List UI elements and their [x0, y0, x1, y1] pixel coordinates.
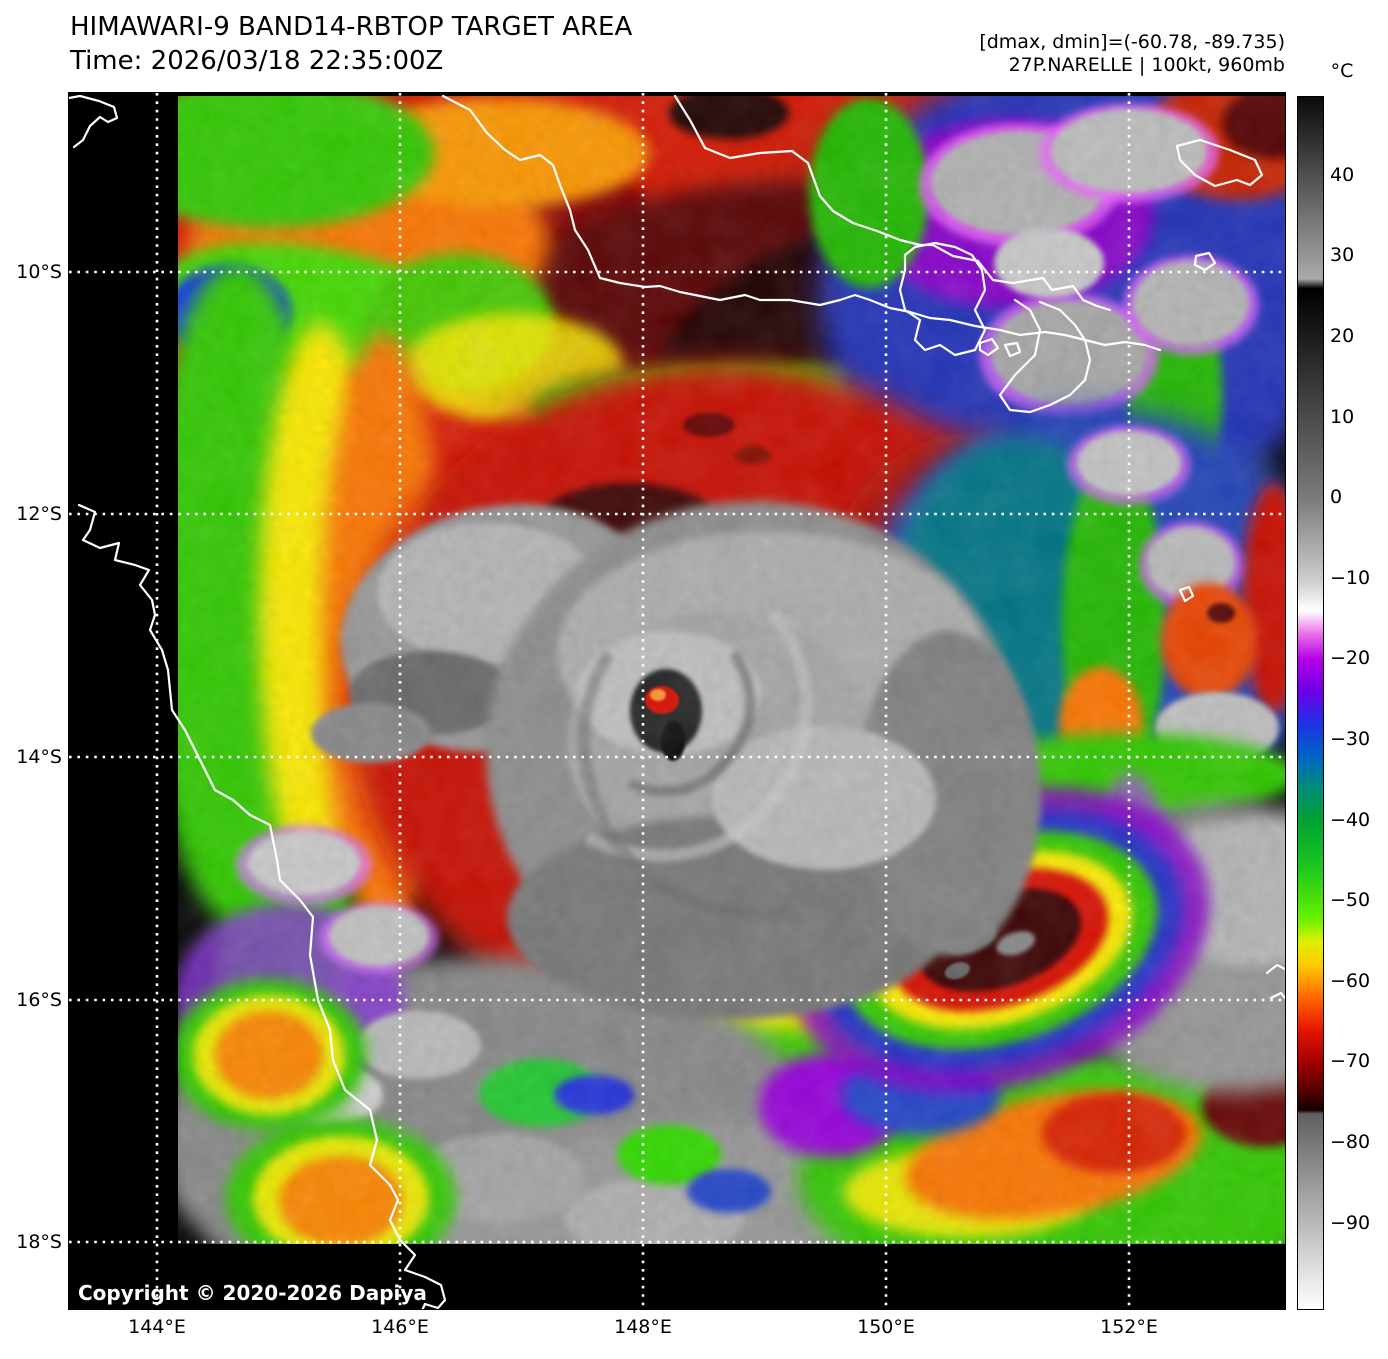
colorbar-tick-label: −20	[1330, 647, 1371, 669]
island-hook-east	[1178, 585, 1195, 603]
coastline-fly-estuary	[673, 94, 1112, 312]
colorbar-tick-label: 40	[1330, 164, 1355, 186]
lon-tick-label: 146°E	[371, 1316, 429, 1338]
lat-tick-label: 18°S	[16, 1231, 62, 1253]
figure-title: HIMAWARI-9 BAND14-RBTOP TARGET AREA Time…	[70, 10, 632, 78]
lat-tick-label: 16°S	[16, 989, 62, 1011]
storm-annotation: [dmax, dmin]=(-60.78, -89.735) 27P.NAREL…	[979, 31, 1285, 77]
lat-tick-label: 10°S	[16, 261, 62, 283]
coastline-peninsula-loop	[898, 241, 987, 357]
lat-tick-label: 14°S	[16, 746, 62, 768]
lon-tick-label: 144°E	[128, 1316, 186, 1338]
islands-archipelago	[978, 337, 1022, 358]
coastline-png-gulf	[441, 94, 1162, 352]
colorbar-tick-label: 10	[1330, 406, 1355, 428]
temperature-colorbar	[1297, 96, 1324, 1310]
lat-tick-label: 12°S	[16, 503, 62, 525]
coastline-cape-york-tip	[69, 94, 119, 149]
copyright-text: Copyright © 2020-2026 Dapiya	[78, 1281, 427, 1305]
graticule-gridlines	[69, 93, 1285, 1309]
storm-name-text: 27P.NARELLE | 100kt, 960mb	[1008, 54, 1285, 76]
satellite-map-plot: Copyright © 2020-2026 Dapiya	[68, 92, 1286, 1310]
colorbar-tick-label: −10	[1330, 567, 1371, 589]
satellite-data-region	[178, 96, 1285, 1244]
lon-tick-label: 152°E	[1100, 1316, 1158, 1338]
island-top-right	[1175, 138, 1264, 188]
lon-tick-label: 148°E	[614, 1316, 672, 1338]
island-small-ne	[1193, 251, 1217, 272]
colorbar-unit-label: °C	[1330, 60, 1354, 82]
dmax-dmin-text: [dmax, dmin]=(-60.78, -89.735)	[979, 31, 1285, 53]
coastline-bay-loop	[998, 298, 1092, 414]
colorbar-tick-label: 0	[1330, 486, 1343, 508]
colorbar-tick-label: −60	[1330, 970, 1371, 992]
satellite-image-layer	[69, 93, 1285, 1309]
colorbar-tick-label: −80	[1330, 1131, 1371, 1153]
title-line2: Time: 2026/03/18 22:35:00Z	[70, 46, 444, 76]
colorbar-tick-label: 30	[1330, 244, 1355, 266]
coastline-queensland	[77, 503, 447, 1309]
colorbar-tick-label: −50	[1330, 889, 1371, 911]
colorbar-tick-label: −90	[1330, 1212, 1371, 1234]
coast-fragment-right-edge	[1265, 963, 1285, 1000]
colorbar-tick-label: −70	[1330, 1050, 1371, 1072]
colorbar-tick-label: −40	[1330, 809, 1371, 831]
title-line1: HIMAWARI-9 BAND14-RBTOP TARGET AREA	[70, 12, 633, 42]
coastlines	[69, 94, 1285, 1309]
lon-tick-label: 150°E	[857, 1316, 915, 1338]
colorbar-tick-label: 20	[1330, 325, 1355, 347]
colorbar-tick-label: −30	[1330, 728, 1371, 750]
